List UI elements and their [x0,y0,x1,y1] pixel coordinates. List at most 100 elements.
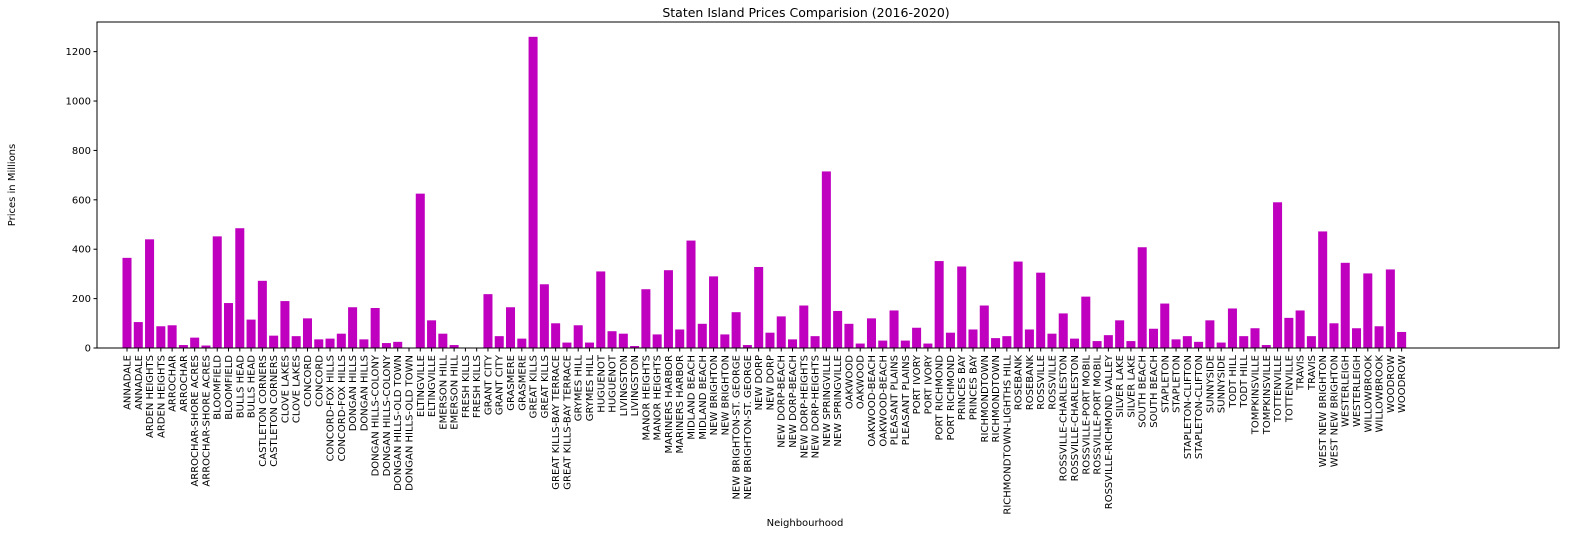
bar [1036,272,1046,348]
x-tick-label: EMERSON HILL [438,355,449,430]
x-tick-label: MARINERS HARBOR [675,355,686,454]
x-tick-label: MARINERS HARBOR [664,355,675,454]
bar [325,338,335,348]
x-tick-label: PLEASANT PLAINS [901,355,912,445]
x-tick-label: TRAVIS [1307,355,1318,391]
bar [878,340,888,348]
bar [415,193,425,348]
bar [190,337,200,348]
x-tick-label: PORT RICHMOND [935,355,946,441]
y-axis-label: Prices in Millions [7,144,18,227]
x-tick-label: DONGAN HILLS [359,355,370,431]
bar [224,303,234,348]
x-tick-label: GREAT KILLS [529,355,540,418]
bar [584,342,594,348]
bar [968,329,978,348]
x-tick-label: OAKWOOD [844,355,855,409]
bar [178,345,188,348]
bar [1070,338,1080,348]
x-tick-label: TODT HILL [1239,355,1250,409]
x-tick-label: ARROCHAR-SHORE ACRES [190,355,201,487]
x-tick-label: TOMPKINSVILLE [1262,355,1273,435]
x-tick-label: MIDLAND BEACH [698,355,709,440]
x-tick-label: ELTINGVILLE [416,355,427,417]
bar [652,334,662,348]
x-tick-label: ARROCHAR [179,355,190,412]
bar [776,316,786,348]
x-tick-label: WILLOWBROOK [1363,355,1374,433]
bar [1306,336,1316,348]
bar [788,339,798,348]
x-tick-label: MANOR HEIGHTS [641,355,652,440]
bar [866,318,876,348]
bar [1081,296,1091,348]
bar [1182,336,1192,348]
x-tick-label: TOTTENVILLE [1273,355,1284,423]
x-tick-label: GRASMERE [517,355,528,411]
x-tick-label: BULLS HEAD [235,355,246,419]
bar [1284,317,1294,348]
x-tick-label: WEST NEW BRIGHTON [1318,355,1329,467]
bar [1047,333,1057,348]
bar [314,339,324,348]
bar [855,343,865,348]
x-tick-label: ROSSVILLE [1036,355,1047,410]
x-tick-label: STAPLETON-CLIFTON [1194,355,1205,459]
bar [427,320,437,348]
bar [517,338,527,348]
bar [506,307,516,348]
x-tick-label: DONGAN HILLS [348,355,359,431]
x-tick-label: TOTTENVILLE [1284,355,1295,423]
bar [957,266,967,348]
y-axis: 0 200 400 600 800 1000 1200 [66,47,97,355]
x-tick-label: GREAT KILLS-BAY TERRACE [562,355,573,490]
bar [1160,303,1170,348]
bar [686,240,696,348]
bar [720,334,730,348]
x-tick-label: BULLS HEAD [247,355,258,419]
x-tick-label: SUNNYSIDE [1205,355,1216,413]
x-tick-label: BLOOMFIELD [213,355,224,420]
x-tick-label: FRESH KILLS [472,355,483,418]
x-tick-label: CONCORD [303,355,314,407]
y-tick-label: 600 [72,195,91,206]
x-tick-label: ARDEN HEIGHTS [156,355,167,438]
bar [1273,202,1283,348]
bar [923,343,933,348]
x-tick-label: PORT IVORY [912,354,923,414]
x-tick-label: SILVER LAKE [1126,355,1137,418]
bar [528,36,538,348]
x-tick-label: ROSSVILLE-CHARLESTON [1059,355,1070,481]
x-tick-label: ROSSVILLE-PORT MOBIL [1093,355,1104,475]
bar [945,332,955,348]
bar [1103,335,1113,348]
bar [630,346,640,348]
x-tick-label: STAPLETON-CLIFTON [1183,355,1194,459]
x-tick-label: CASTLETON CORNERS [258,355,269,467]
bar [1261,345,1271,348]
bar [1148,328,1158,348]
x-tick-label: CONCORD-FOX HILLS [326,355,337,461]
x-tick-label: PORT IVORY [923,354,934,414]
x-tick-label: WEST NEW BRIGHTON [1329,355,1340,467]
bar [991,338,1001,348]
bar [483,294,493,348]
bar [596,271,606,348]
x-tick-label: NEW BRIGHTON-ST. GEORGE [743,355,754,500]
x-tick-label: BLOOMFIELD [224,355,235,420]
bar [235,228,245,348]
x-tick-label: WESTERLEIGH [1341,355,1352,427]
bar [1171,339,1181,348]
x-tick-label: ROSSVILLE [1047,355,1058,410]
x-tick-label: GRYMES HILL [585,355,596,422]
y-tick-label: 400 [72,245,91,256]
bar [122,257,132,348]
y-tick-label: 800 [72,146,91,157]
bar [1194,341,1204,348]
bar [742,345,752,348]
x-tick-label: ARROCHAR [168,355,179,412]
bar [393,341,403,348]
x-tick-label: SUNNYSIDE [1217,355,1228,413]
x-tick-label: NEW BRIGHTON [709,355,720,435]
